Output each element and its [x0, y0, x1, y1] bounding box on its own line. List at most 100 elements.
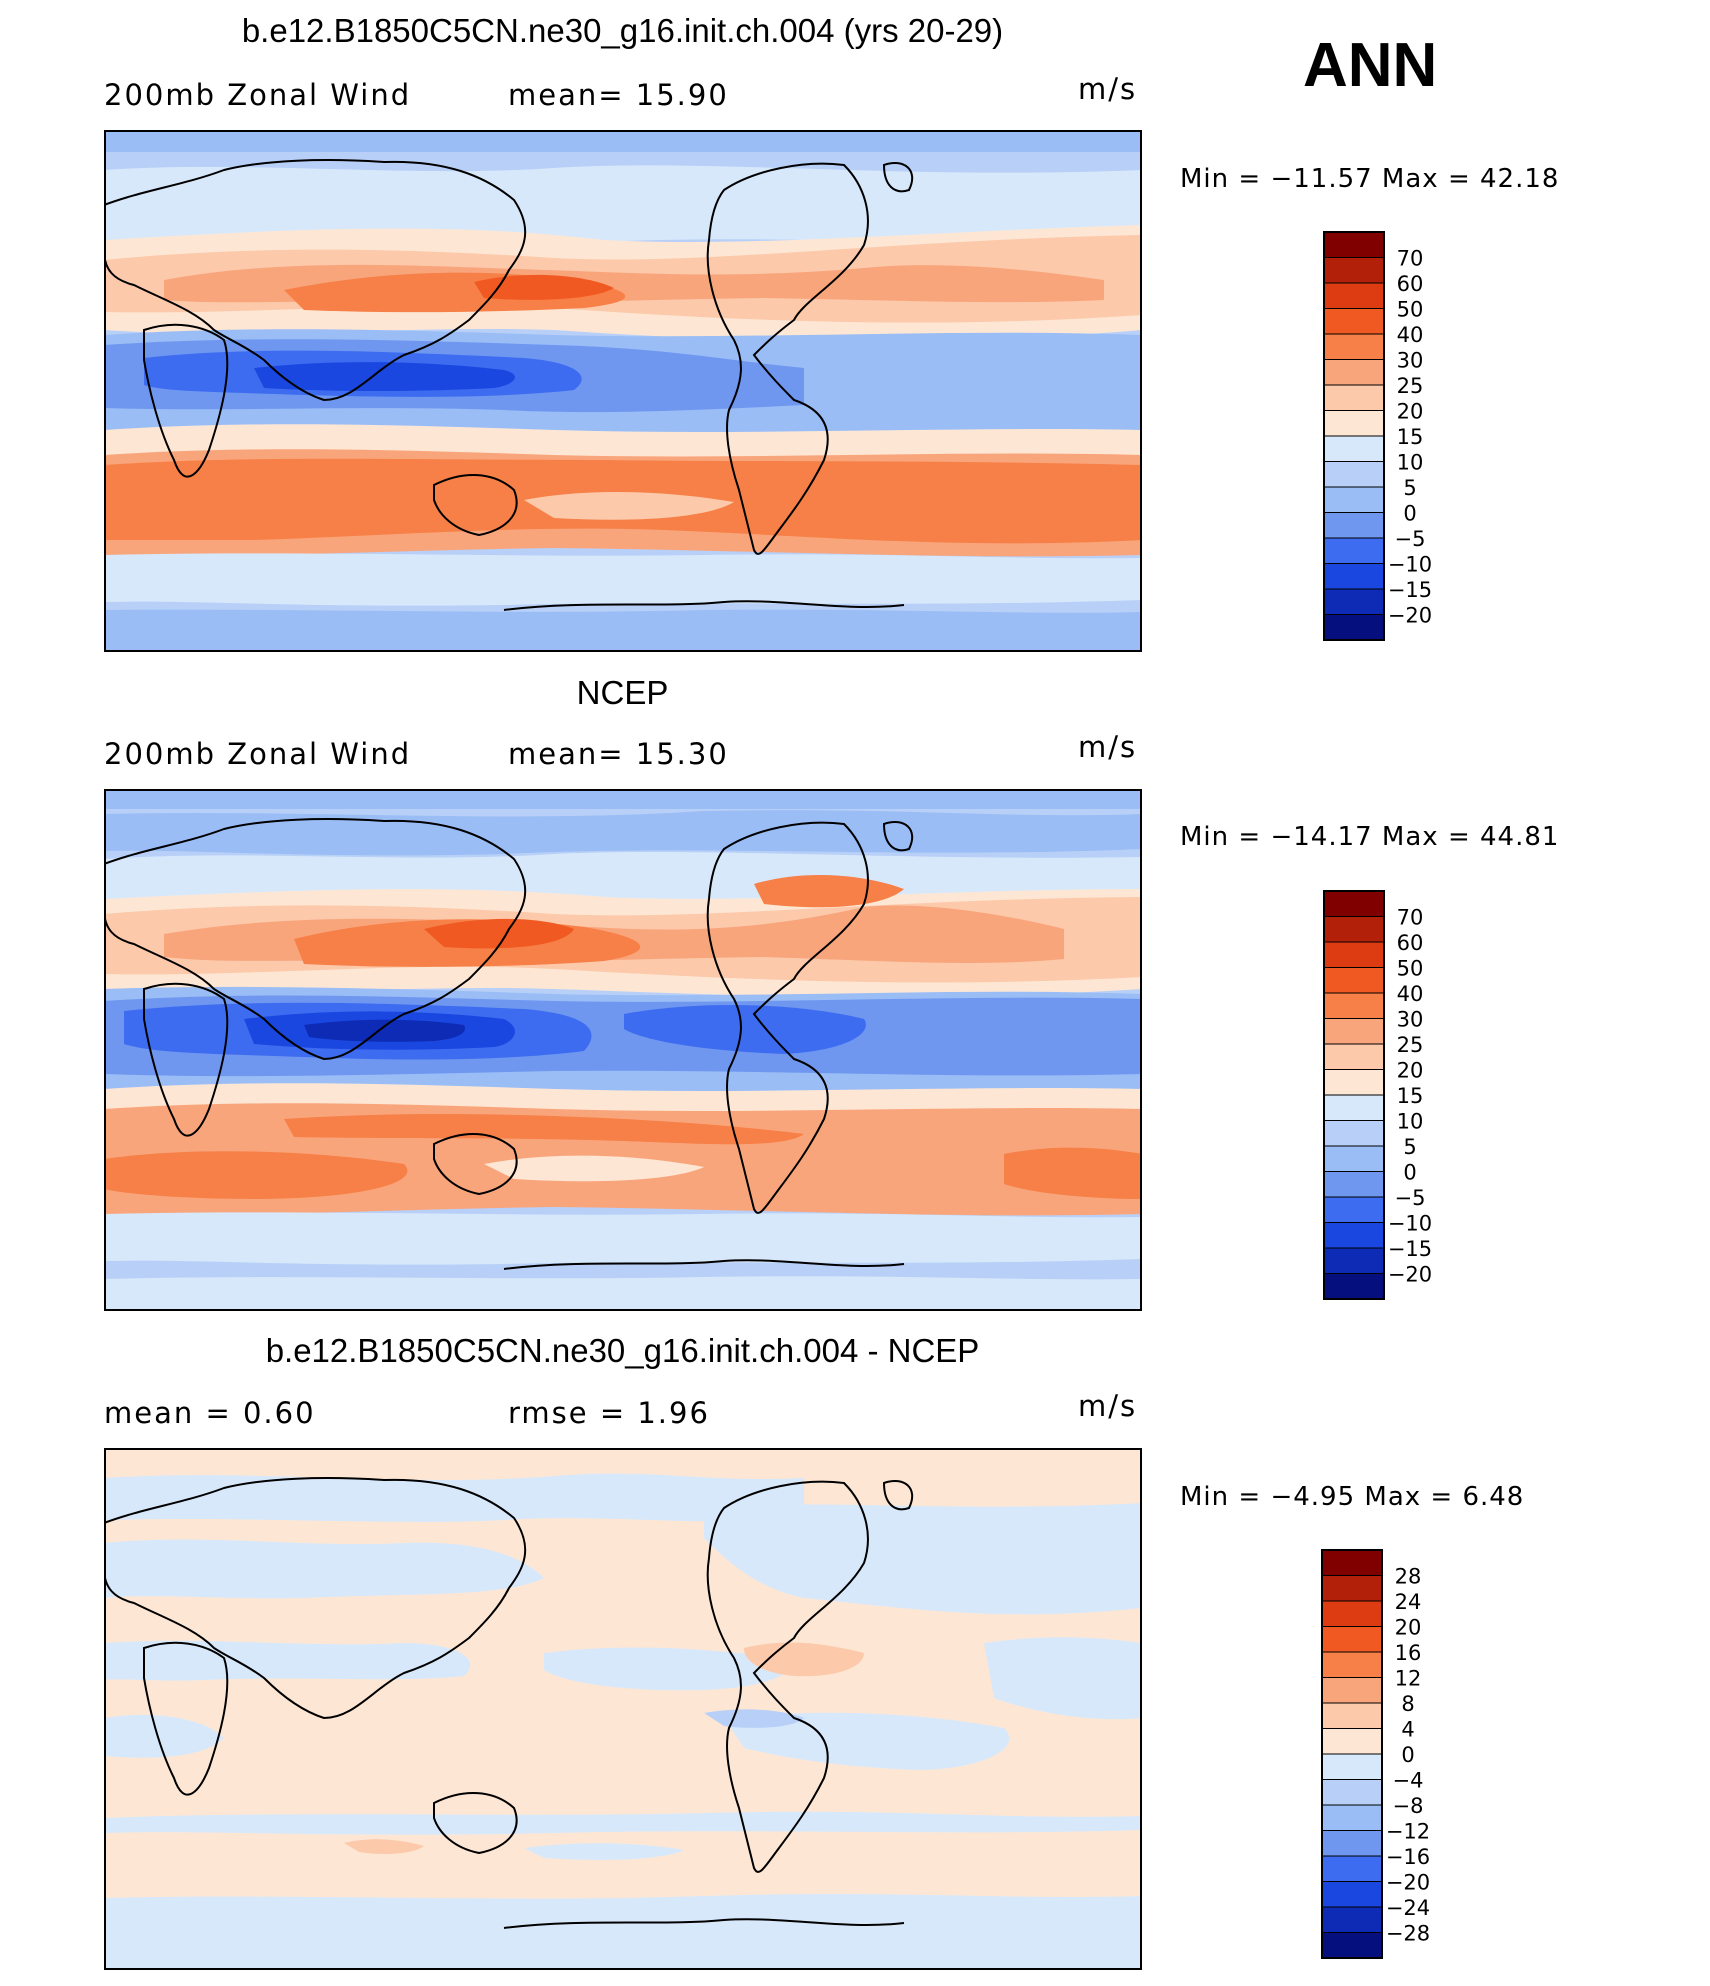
colorbar-tick-label: 5	[1403, 1135, 1416, 1159]
colorbar-swatch	[1321, 1702, 1383, 1729]
colorbar-swatch	[1323, 231, 1385, 258]
panel-3-contour-bands	[104, 1448, 1142, 1970]
colorbar-frame	[1323, 231, 1385, 641]
colorbar-tick-label: −15	[1388, 578, 1432, 602]
panel-1-units: m/s	[1078, 72, 1138, 106]
colorbar-tick-label: −12	[1386, 1820, 1430, 1844]
colorbar-tick-label: −15	[1388, 1237, 1432, 1261]
colorbar-tick-label: −10	[1388, 1212, 1432, 1236]
colorbar-tick-label: −5	[1395, 527, 1426, 551]
colorbar-tick-label: 60	[1397, 931, 1424, 955]
panel-2-minmax: Min = −14.17 Max = 44.81	[1180, 822, 1560, 852]
colorbar-tick-label: 20	[1397, 1059, 1424, 1083]
colorbar-swatch	[1323, 1196, 1385, 1223]
colorbar-tick-label: 25	[1397, 374, 1424, 398]
colorbar-tick-label: −20	[1388, 604, 1432, 628]
panel-1-coastlines	[104, 159, 914, 611]
colorbar-tick-label: 20	[1397, 400, 1424, 424]
panel-2-variable-label: 200mb Zonal Wind	[104, 737, 412, 771]
colorbar-frame	[1323, 890, 1385, 1300]
colorbar-tick-label: 0	[1403, 1161, 1416, 1185]
colorbar-swatch	[1321, 1881, 1383, 1908]
colorbar-tick-label: 40	[1397, 982, 1424, 1006]
panel-1-title: b.e12.B1850C5CN.ne30_g16.init.ch.004 (yr…	[241, 12, 1004, 49]
colorbar-swatch	[1321, 1753, 1383, 1780]
colorbar-swatch	[1323, 486, 1385, 513]
colorbar-swatch	[1323, 1222, 1385, 1249]
colorbar-swatch	[1323, 282, 1385, 309]
colorbar-swatch	[1323, 333, 1385, 360]
panel-3-frame	[104, 1448, 1142, 1970]
colorbar-tick-label: −16	[1386, 1845, 1430, 1869]
colorbar-swatch	[1321, 1932, 1383, 1959]
colorbar-tick-label: −20	[1388, 1263, 1432, 1287]
colorbar-swatch	[1323, 359, 1385, 386]
colorbar-swatch	[1321, 1626, 1383, 1653]
colorbar-swatch	[1323, 1018, 1385, 1045]
panel-3-coastlines	[104, 1477, 914, 1929]
colorbar-swatch	[1321, 1855, 1383, 1882]
colorbar-swatch	[1323, 588, 1385, 615]
colorbar-swatch	[1323, 941, 1385, 968]
colorbar-swatch	[1321, 1779, 1383, 1806]
colorbar-tick-label: 15	[1397, 425, 1424, 449]
colorbar-tick-label: 12	[1395, 1667, 1422, 1691]
season-label: ANN	[1303, 31, 1438, 100]
colorbar-swatch	[1321, 1906, 1383, 1933]
colorbar-swatch	[1323, 410, 1385, 437]
colorbar-swatch	[1323, 1069, 1385, 1096]
colorbar-swatch	[1323, 890, 1385, 917]
colorbar-tick-label: 5	[1403, 476, 1416, 500]
colorbar-tick-label: −24	[1386, 1896, 1430, 1920]
colorbar-swatch	[1323, 461, 1385, 488]
panel-3-minmax: Min = −4.95 Max = 6.48	[1180, 1482, 1525, 1512]
colorbar-tick-label: −4	[1393, 1769, 1424, 1793]
colorbar-tick-label: 70	[1397, 247, 1424, 271]
panel-1-minmax: Min = −11.57 Max = 42.18	[1180, 164, 1560, 194]
colorbar-swatch	[1323, 614, 1385, 641]
panel-1-map	[104, 130, 1142, 652]
colorbar-swatch	[1323, 967, 1385, 994]
panel-2-coastlines	[104, 818, 914, 1270]
colorbar-tick-label: 10	[1397, 1110, 1424, 1134]
colorbar-tick-label: −8	[1393, 1794, 1424, 1818]
colorbar-tick-label: 40	[1397, 323, 1424, 347]
colorbar-swatch	[1323, 1043, 1385, 1070]
colorbar-swatch	[1321, 1830, 1383, 1857]
colorbar-swatch	[1321, 1549, 1383, 1576]
colorbar-swatch	[1323, 384, 1385, 411]
panel-3-mean-label: mean = 0.60	[104, 1396, 316, 1430]
panel-1-frame	[104, 130, 1142, 652]
panel-1-contour-bands	[104, 130, 1142, 652]
colorbar-tick-label: 15	[1397, 1084, 1424, 1108]
colorbar-tick-label: 50	[1397, 298, 1424, 322]
colorbar-tick-label: 24	[1395, 1590, 1422, 1614]
colorbar-tick-label: −20	[1386, 1871, 1430, 1895]
colorbar-swatch	[1323, 257, 1385, 284]
colorbar-swatch	[1323, 1120, 1385, 1147]
colorbar-swatch	[1323, 435, 1385, 462]
colorbar-tick-label: 4	[1401, 1718, 1414, 1742]
panel-1-variable-label: 200mb Zonal Wind	[104, 78, 412, 112]
colorbar-swatch	[1323, 1273, 1385, 1300]
colorbar-tick-label: 30	[1397, 1008, 1424, 1032]
colorbar-swatch	[1323, 563, 1385, 590]
panel-3-title: b.e12.B1850C5CN.ne30_g16.init.ch.004 - N…	[265, 1332, 980, 1369]
colorbar-swatch	[1323, 1171, 1385, 1198]
colorbar-swatch	[1323, 916, 1385, 943]
colorbar-tick-label: 10	[1397, 451, 1424, 475]
panel-2-title: NCEP	[576, 674, 669, 711]
panel-1-mean-label: mean= 15.90	[508, 78, 729, 112]
colorbar-tick-label: 70	[1397, 906, 1424, 930]
colorbar-swatch	[1321, 1651, 1383, 1678]
colorbar-tick-label: 60	[1397, 272, 1424, 296]
panel-3-map	[104, 1448, 1142, 1970]
colorbar-tick-label: −28	[1386, 1922, 1430, 1946]
colorbar-swatch	[1323, 992, 1385, 1019]
colorbar-swatch	[1321, 1600, 1383, 1627]
panel-3-units: m/s	[1078, 1389, 1138, 1423]
colorbar-tick-label: 30	[1397, 349, 1424, 373]
colorbar-swatch	[1321, 1804, 1383, 1831]
colorbar-swatch	[1323, 512, 1385, 539]
